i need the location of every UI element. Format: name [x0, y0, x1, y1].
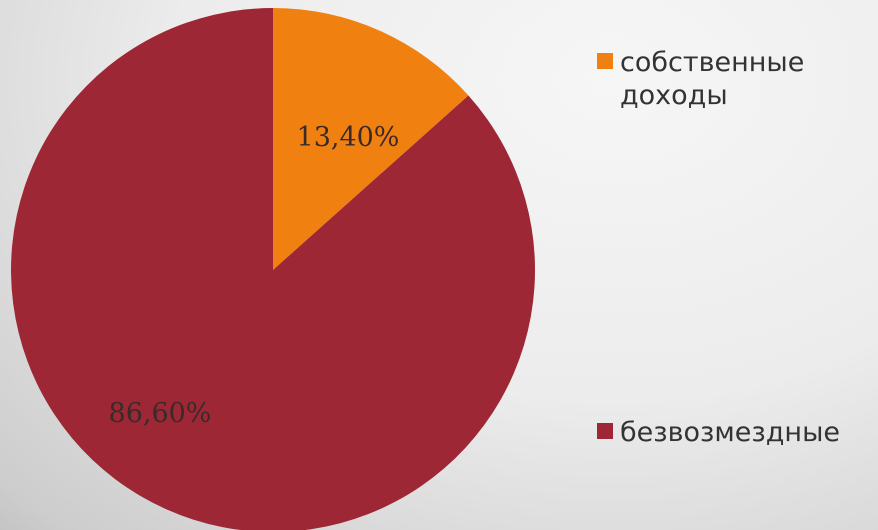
pie-slices: [11, 8, 535, 530]
legend-label-grants: безвозмездные: [620, 417, 840, 448]
legend-label-own-revenue-line2: доходы: [620, 80, 728, 111]
legend-item-own-revenue: собственные доходы: [597, 46, 877, 112]
legend-item-grants: безвозмездные: [597, 416, 878, 449]
legend-swatch-own-revenue: [597, 53, 613, 69]
legend-label-own-revenue-line1: собственные: [620, 47, 804, 78]
pie-label-own-revenue: 13,40%: [297, 122, 400, 153]
pie-label-grants: 86,60%: [109, 398, 212, 429]
legend-swatch-grants: [597, 423, 613, 439]
